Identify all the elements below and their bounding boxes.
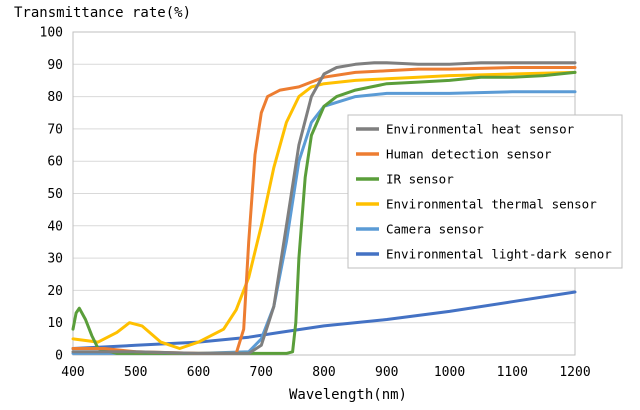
y-tick-label: 100 xyxy=(40,26,63,41)
y-tick-label: 60 xyxy=(47,155,63,170)
legend-label: Human detection sensor xyxy=(386,147,552,162)
y-tick-label: 90 xyxy=(47,58,63,73)
x-tick-label: 800 xyxy=(312,365,335,380)
series-line xyxy=(71,61,577,355)
x-tick-label: 1100 xyxy=(497,365,528,380)
x-tick-label: 600 xyxy=(187,365,210,380)
y-tick-label: 20 xyxy=(47,284,63,299)
y-tick-label: 0 xyxy=(55,349,63,364)
y-tick-label: 80 xyxy=(47,90,63,105)
legend-label: Environmental heat sensor xyxy=(386,122,575,137)
x-tick-label: 900 xyxy=(375,365,398,380)
x-tick-label: 1200 xyxy=(559,365,590,380)
x-tick-label: 400 xyxy=(61,365,84,380)
series-layer xyxy=(71,61,577,355)
x-axis-title: Wavelength(nm) xyxy=(289,387,407,403)
legend-box xyxy=(347,114,623,269)
legend-label: Camera sensor xyxy=(386,222,484,237)
legend-label: Environmental thermal sensor xyxy=(386,197,597,212)
grid-layer xyxy=(72,31,576,356)
x-tick-label: 700 xyxy=(250,365,273,380)
legend-label: IR sensor xyxy=(386,172,454,187)
series-line xyxy=(71,290,577,350)
y-tick-label: 10 xyxy=(47,316,63,331)
y-tick-label: 40 xyxy=(47,219,63,234)
y-axis-title: Transmittance rate(%) xyxy=(14,5,191,21)
series-line xyxy=(71,70,577,350)
legend-label: Environmental light-dark senor xyxy=(386,247,612,262)
y-tick-label: 30 xyxy=(47,252,63,267)
series-line xyxy=(71,70,577,355)
legend: Environmental heat sensor Human detection… xyxy=(347,114,623,269)
axis-layer: 0 10 20 30 40 50 60 70 80 90 100 400 500 600 700 800 900… xyxy=(40,26,591,381)
y-tick-label: 50 xyxy=(47,187,63,202)
x-tick-label: 1000 xyxy=(434,365,465,380)
x-tick-label: 500 xyxy=(124,365,147,380)
y-tick-label: 70 xyxy=(47,122,63,137)
